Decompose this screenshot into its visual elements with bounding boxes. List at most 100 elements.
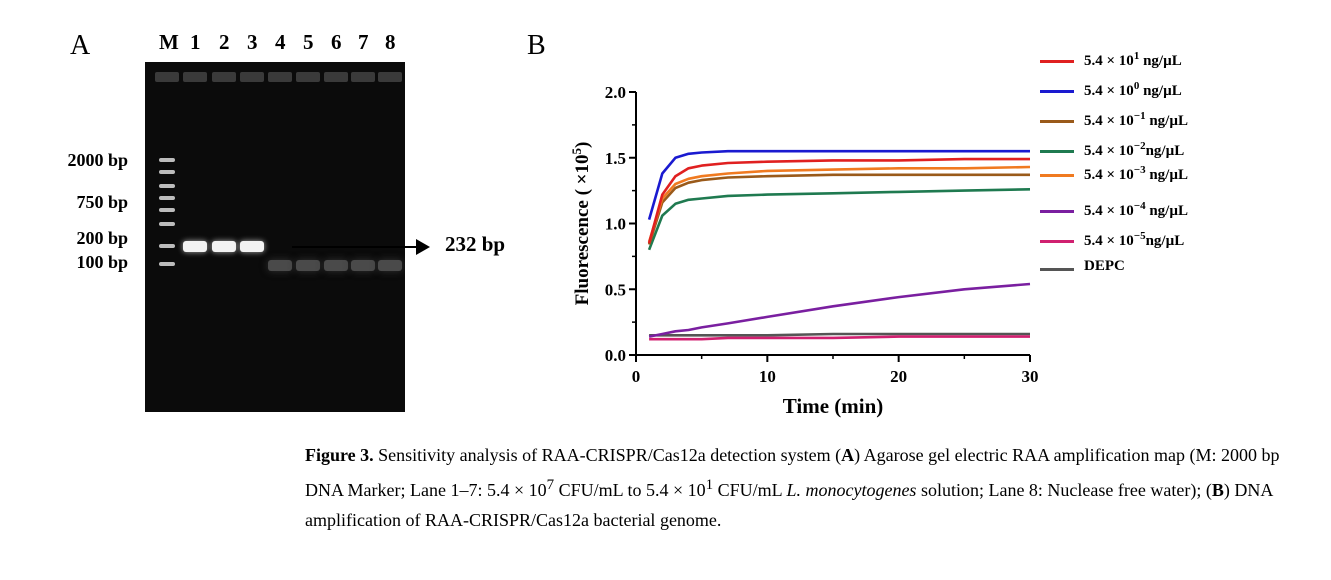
legend-item: 5.4 × 100 ng/µL xyxy=(1040,80,1300,104)
legend-swatch xyxy=(1040,240,1074,243)
lane-label-3: 3 xyxy=(247,30,258,54)
series-line-2 xyxy=(647,149,1030,220)
legend-label: 5.4 × 10−3 ng/µL xyxy=(1084,164,1189,183)
primer-band xyxy=(351,260,375,271)
legend-label: DEPC xyxy=(1084,258,1125,274)
x-tick-label: 20 xyxy=(890,367,907,386)
bp-label-750: 750 bp xyxy=(76,192,128,212)
y-tick-label: 0.0 xyxy=(605,346,626,365)
legend-item: 5.4 × 10−3 ng/µL xyxy=(1040,164,1300,188)
x-tick-label: 30 xyxy=(1022,367,1039,386)
legend-label: 5.4 × 100 ng/µL xyxy=(1084,80,1182,99)
y-axis-label: Fluorescence ( ×105) xyxy=(569,142,594,306)
fluorescence-chart: 0.0 0.5 1.0 1.5 2.0 0 10 20 30 Time (min) Fluoresc… xyxy=(569,83,1039,418)
y-tick-label: 0.5 xyxy=(605,280,626,299)
panel-a-label: A xyxy=(70,30,91,61)
caption-text-6: ) DNA amplification of RAA-CRISPR/Cas12a… xyxy=(305,480,1273,530)
lane-label-m: M xyxy=(159,30,179,54)
lane-label-8: 8 xyxy=(385,30,396,54)
caption-text-5: solution; Lane 8: Nuclease free water); … xyxy=(916,480,1212,500)
series-line-7 xyxy=(649,335,1030,341)
figure-caption: Figure 3. Sensitivity analysis of RAA-CR… xyxy=(305,440,1290,535)
lane-label-7: 7 xyxy=(358,30,369,54)
gel-well xyxy=(268,72,292,82)
product-band xyxy=(212,241,236,252)
marker-band xyxy=(159,170,175,174)
lane-label-1: 1 xyxy=(190,30,201,54)
caption-organism: L. monocytogenes xyxy=(786,480,917,500)
caption-sup-1: 1 xyxy=(705,477,714,493)
primer-band xyxy=(268,260,292,271)
primer-band xyxy=(324,260,348,271)
legend-item: 5.4 × 10−1 ng/µL xyxy=(1040,110,1300,134)
legend-label: 5.4 × 10−4 ng/µL xyxy=(1084,200,1189,219)
arrow-label: 232 bp xyxy=(445,232,506,256)
panel-b-label: B xyxy=(527,30,546,61)
product-band xyxy=(183,241,207,252)
legend-item: DEPC xyxy=(1040,258,1300,282)
series-line-8 xyxy=(649,332,1030,337)
gel-well xyxy=(296,72,320,82)
legend-label: 5.4 × 10−1 ng/µL xyxy=(1084,110,1189,129)
x-tick-label: 10 xyxy=(759,367,776,386)
lane-label-2: 2 xyxy=(219,30,230,54)
series-line-6 xyxy=(648,282,1031,338)
y-tick-label: 2.0 xyxy=(605,83,626,102)
marker-band xyxy=(159,222,175,226)
lane-label-5: 5 xyxy=(303,30,314,54)
y-tick-label: 1.0 xyxy=(605,215,626,234)
marker-band xyxy=(159,262,175,266)
y-tick-label: 1.5 xyxy=(605,149,626,168)
product-band xyxy=(240,241,264,252)
bp-label-2000: 2000 bp xyxy=(67,150,128,170)
legend-label: 5.4 × 10−5ng/µL xyxy=(1084,230,1185,249)
gel-well xyxy=(183,72,207,82)
marker-band xyxy=(159,196,175,200)
caption-panel-b: B xyxy=(1211,480,1224,500)
series-line-1 xyxy=(647,157,1030,244)
legend-label: 5.4 × 10−2ng/µL xyxy=(1084,140,1185,159)
agarose-gel-image xyxy=(145,62,405,412)
legend-swatch xyxy=(1040,150,1074,153)
legend-item: 5.4 × 10−5ng/µL xyxy=(1040,230,1300,254)
gel-well xyxy=(212,72,236,82)
legend-swatch xyxy=(1040,210,1074,213)
caption-text-3: CFU/mL to 5.4 × 10 xyxy=(554,480,706,500)
primer-band xyxy=(296,260,320,271)
gel-well xyxy=(378,72,402,82)
marker-band xyxy=(159,244,175,248)
bp-label-100: 100 bp xyxy=(76,252,128,272)
gel-well xyxy=(351,72,375,82)
caption-figure-label: Figure 3. xyxy=(305,445,374,465)
x-tick-label: 0 xyxy=(632,367,641,386)
legend-swatch xyxy=(1040,90,1074,93)
legend-swatch xyxy=(1040,120,1074,123)
gel-well xyxy=(240,72,264,82)
bp-label-200: 200 bp xyxy=(76,228,128,248)
legend-swatch xyxy=(1040,60,1074,63)
marker-band xyxy=(159,184,175,188)
series-line-5 xyxy=(647,165,1031,243)
marker-band xyxy=(159,208,175,212)
caption-text-4: CFU/mL xyxy=(713,480,787,500)
series-line-3 xyxy=(647,173,1030,245)
legend-item: 5.4 × 101 ng/µL xyxy=(1040,50,1300,74)
arrow-line xyxy=(292,246,422,248)
legend-item: 5.4 × 10−2ng/µL xyxy=(1040,140,1300,164)
caption-text-1: Sensitivity analysis of RAA-CRISPR/Cas12… xyxy=(373,445,842,465)
x-axis-label: Time (min) xyxy=(783,394,884,418)
lane-label-6: 6 xyxy=(331,30,342,54)
primer-band xyxy=(378,260,402,271)
legend-swatch xyxy=(1040,174,1074,177)
caption-text-2: ) Agarose gel electric RAA amplification… xyxy=(305,445,1280,500)
legend-item: 5.4 × 10−4 ng/µL xyxy=(1040,200,1300,224)
caption-sup-7: 7 xyxy=(546,477,555,493)
gel-well xyxy=(155,72,179,82)
caption-panel-a: A xyxy=(841,445,855,465)
series-line-4 xyxy=(647,188,1031,251)
legend-swatch xyxy=(1040,268,1074,271)
gel-well xyxy=(324,72,348,82)
lane-label-4: 4 xyxy=(275,30,286,54)
marker-band xyxy=(159,158,175,162)
